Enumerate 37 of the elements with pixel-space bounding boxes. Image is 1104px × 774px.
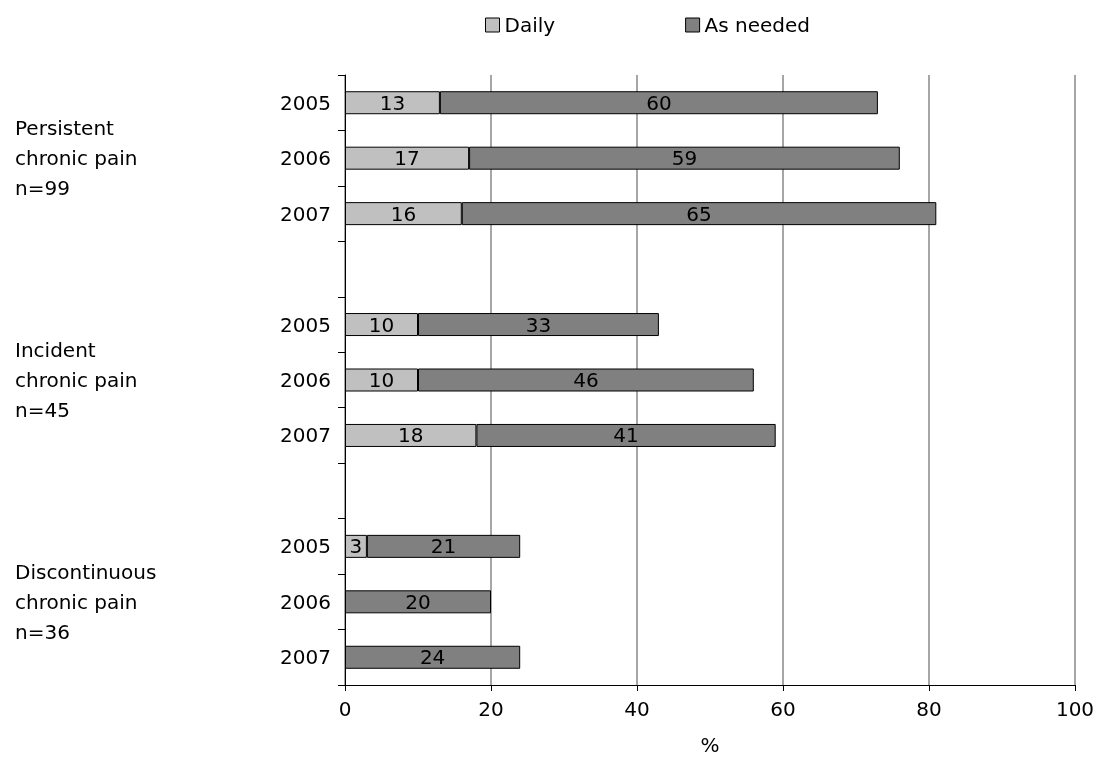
data-label: 21 (430, 534, 457, 559)
y-tick-label: 2005 (280, 90, 331, 115)
data-label: 46 (573, 368, 599, 392)
y-tick-label: 2005 (280, 312, 331, 337)
data-label: 20 (405, 589, 431, 614)
data-label: 33 (525, 312, 552, 337)
x-tick-label: 60 (770, 697, 796, 721)
x-tick-label: 0 (338, 697, 352, 721)
text: Persistent chronic pain n=99 (15, 116, 138, 201)
y-tick-label: 2005 (280, 534, 331, 559)
x-tick-label: 80 (916, 697, 942, 721)
y-tick-label: 2006 (280, 146, 331, 171)
text: Incident chronic pain n=45 (15, 338, 138, 422)
x-axis-title: % (700, 733, 720, 757)
y-tick-label: 2007 (280, 645, 331, 670)
data-label: 13 (379, 90, 406, 115)
data-label: 3 (349, 534, 363, 559)
legend-label: As needed (704, 13, 811, 37)
data-label: 65 (686, 201, 712, 226)
y-tick-label: 2006 (280, 368, 331, 392)
y-tick-label: 2007 (280, 423, 331, 448)
data-label: 10 (368, 312, 395, 337)
x-tick-label: 100 (1055, 697, 1095, 721)
data-label: 24 (419, 645, 446, 670)
data-label: 60 (646, 90, 672, 115)
x-tick-label: 20 (478, 697, 504, 721)
text: Discontinuous chronic pain n=36 (15, 559, 157, 644)
y-tick-label: 2007 (280, 201, 331, 226)
data-label: 18 (397, 423, 424, 448)
legend-label: Daily (504, 13, 556, 37)
data-label: 59 (671, 146, 698, 171)
data-label: 10 (368, 368, 395, 392)
data-label: 17 (394, 146, 420, 171)
data-label: 41 (613, 423, 639, 448)
x-tick-label: 40 (624, 697, 650, 721)
data-label: 16 (390, 201, 417, 226)
y-tick-label: 2006 (280, 589, 331, 614)
